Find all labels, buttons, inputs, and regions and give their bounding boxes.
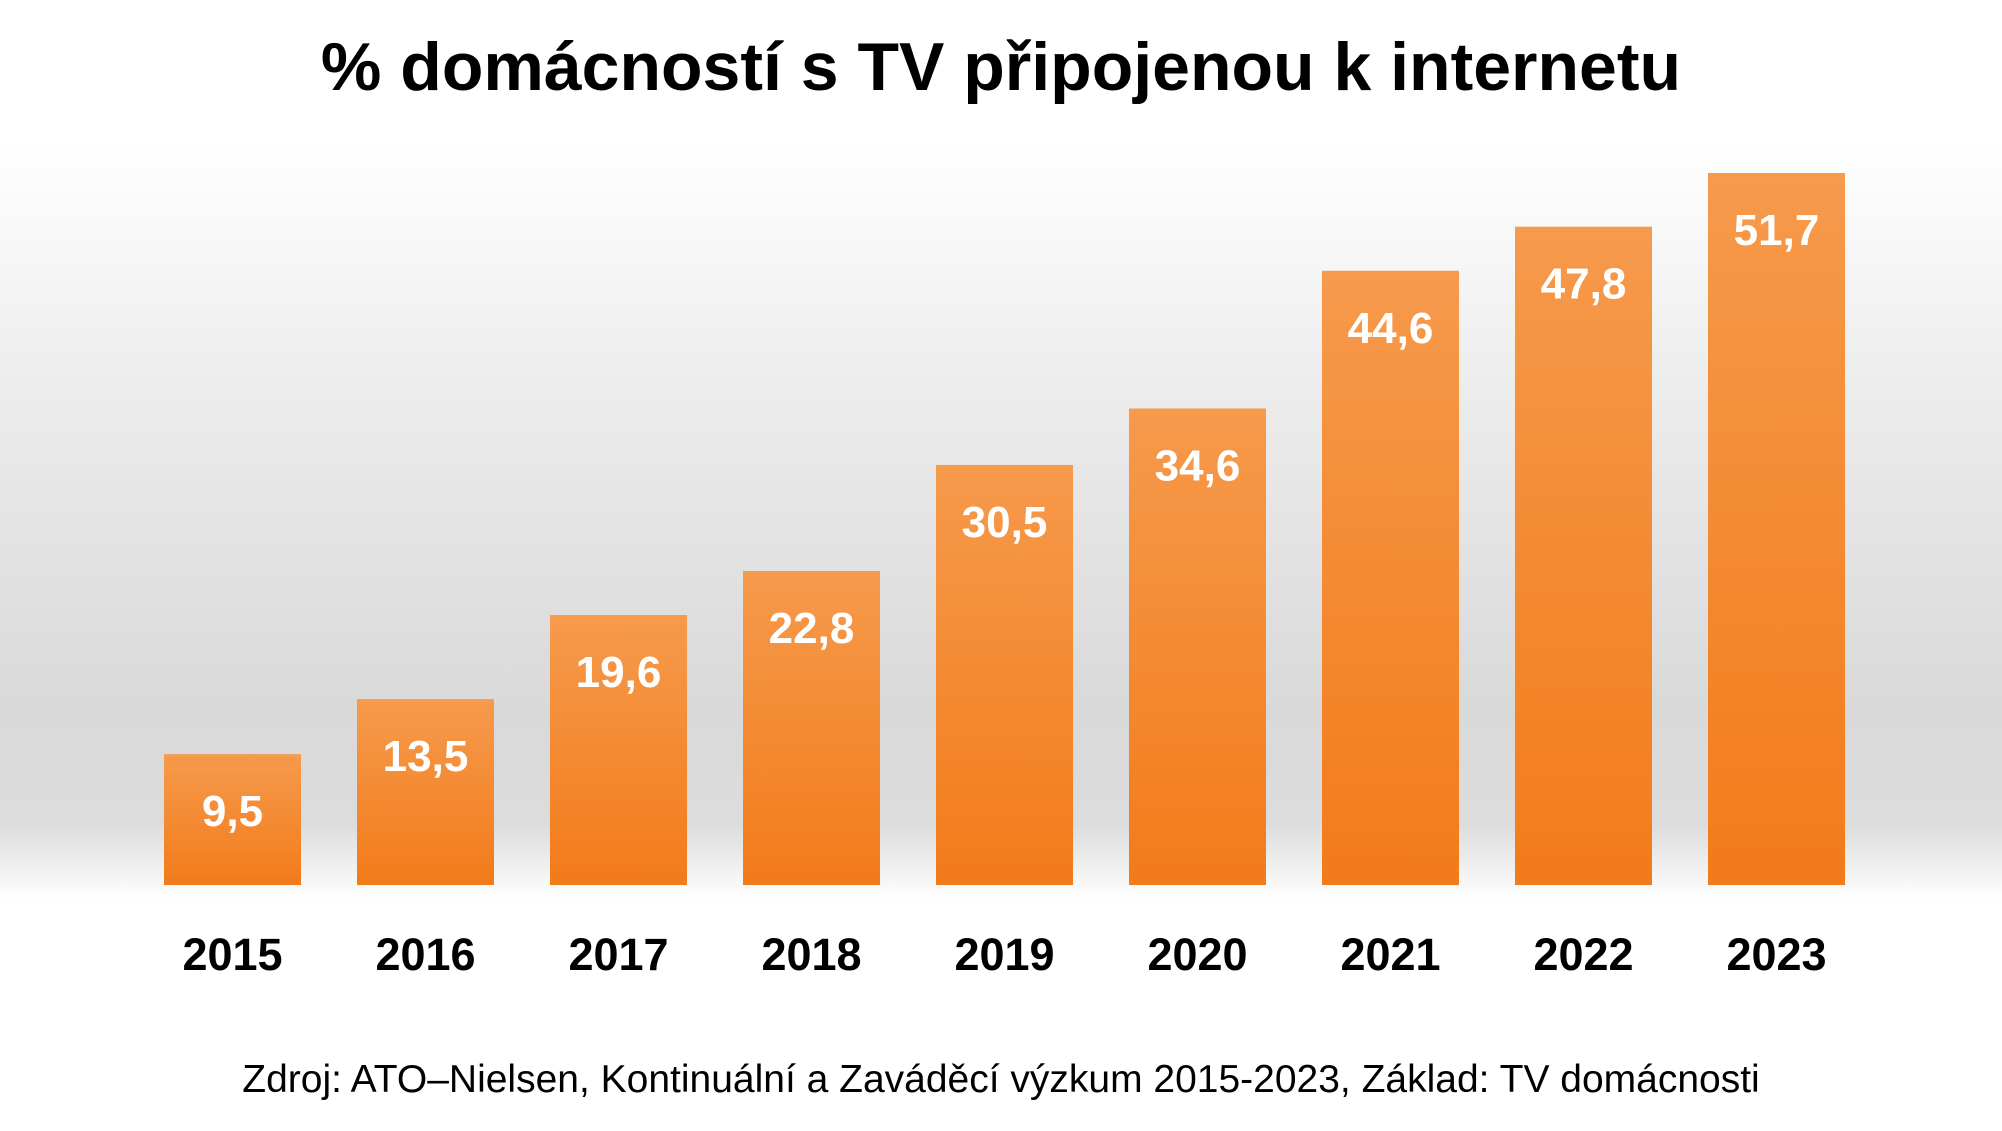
value-label: 19,6 bbox=[576, 648, 662, 697]
bar-2017 bbox=[550, 615, 687, 885]
category-label: 2018 bbox=[761, 929, 861, 980]
bar-2019 bbox=[936, 464, 1073, 885]
value-label: 34,6 bbox=[1155, 441, 1241, 490]
bar-2022 bbox=[1515, 226, 1652, 886]
value-label: 9,5 bbox=[202, 787, 263, 836]
value-label: 51,7 bbox=[1734, 206, 1820, 255]
category-label: 2021 bbox=[1340, 929, 1440, 980]
value-label: 47,8 bbox=[1541, 260, 1627, 309]
category-label: 2023 bbox=[1726, 929, 1826, 980]
category-label: 2022 bbox=[1533, 929, 1633, 980]
category-label: 2020 bbox=[1147, 929, 1247, 980]
category-label: 2015 bbox=[182, 929, 282, 980]
category-label: 2016 bbox=[375, 929, 475, 980]
category-label: 2019 bbox=[954, 929, 1054, 980]
bar-2021 bbox=[1322, 270, 1459, 885]
bar-2016 bbox=[357, 699, 494, 885]
value-label: 44,6 bbox=[1348, 304, 1434, 353]
chart-title: % domácností s TV připojenou k internetu bbox=[320, 29, 1682, 105]
bar-2015 bbox=[164, 754, 301, 885]
bar-2023 bbox=[1708, 173, 1845, 885]
value-label: 13,5 bbox=[383, 732, 469, 781]
bar-2018 bbox=[743, 571, 880, 885]
value-label: 30,5 bbox=[962, 498, 1048, 547]
value-label: 22,8 bbox=[769, 604, 855, 653]
bar-2020 bbox=[1129, 408, 1266, 885]
source-note: Zdroj: ATO–Nielsen, Kontinuální a Zavádě… bbox=[242, 1058, 1760, 1101]
category-label: 2017 bbox=[568, 929, 668, 980]
